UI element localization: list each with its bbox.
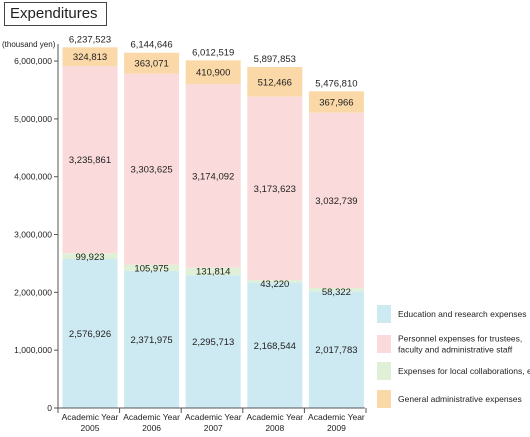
data-label: 3,032,739 (315, 196, 357, 207)
bar-segment (62, 47, 118, 67)
bar-segment (185, 84, 241, 268)
data-label: 2,295,713 (192, 337, 234, 348)
legend-swatch (377, 305, 391, 323)
data-label: 324,813 (73, 52, 107, 63)
legend-label: Expenses for local collaborations, etc. (398, 366, 530, 376)
y-tick-label: 0 (47, 403, 52, 413)
x-tick-label: 2008 (265, 423, 284, 433)
bar-segment (308, 291, 364, 408)
bar-segment (185, 60, 241, 85)
bar-segment (62, 66, 118, 254)
x-tick-label: Academic Year (123, 412, 180, 422)
bar-segment (124, 52, 180, 74)
x-tick-label: 2009 (327, 423, 346, 433)
x-tick-label: 2005 (81, 423, 100, 433)
data-label: 43,220 (260, 279, 289, 290)
x-tick-label: 2006 (142, 423, 161, 433)
data-label: 3,303,625 (130, 165, 172, 176)
y-tick-label: 2,000,000 (14, 287, 52, 297)
total-label: 6,144,646 (130, 40, 172, 51)
data-label: 2,576,926 (69, 329, 111, 340)
bar-segment (308, 112, 364, 288)
bar-segment (185, 267, 241, 276)
y-axis-unit-label: (thousand yen) (2, 40, 56, 49)
data-label: 3,235,861 (69, 155, 111, 166)
bar-segment (62, 258, 118, 408)
legend-label: faculty and administrative staff (398, 345, 513, 355)
data-label: 99,923 (75, 252, 104, 263)
bar-segment (308, 91, 364, 113)
legend-swatch (377, 362, 391, 380)
x-tick-label: Academic Year (308, 412, 365, 422)
data-label: 367,966 (319, 97, 353, 108)
y-tick-label: 5,000,000 (14, 114, 52, 124)
data-label: 410,900 (196, 68, 230, 79)
data-label: 58,322 (322, 287, 351, 298)
x-tick-label: 2007 (204, 423, 223, 433)
legend-label: General administrative expenses (398, 394, 522, 404)
bar-segment (62, 253, 118, 259)
data-label: 105,975 (134, 264, 168, 275)
x-tick-label: Academic Year (62, 412, 119, 422)
bar-segment (124, 264, 180, 271)
data-label: 131,814 (196, 267, 230, 278)
x-tick-label: Academic Year (185, 412, 242, 422)
bar-segment (124, 73, 180, 265)
chart-title: Expenditures (4, 2, 107, 26)
legend-swatch (377, 390, 391, 408)
legend-label: Education and research expenses (398, 309, 527, 319)
bar-segment (185, 275, 241, 408)
bar-segment (124, 270, 180, 408)
data-label: 3,173,623 (254, 184, 296, 195)
y-tick-label: 1,000,000 (14, 345, 52, 355)
data-label: 2,017,783 (315, 345, 357, 356)
data-label: 2,371,975 (130, 335, 172, 346)
bar-segment (247, 96, 303, 281)
bar-segment (247, 66, 303, 97)
data-label: 2,168,544 (254, 341, 296, 352)
y-tick-label: 6,000,000 (14, 56, 52, 66)
y-tick-label: 3,000,000 (14, 230, 52, 240)
bar-segment (308, 287, 364, 292)
x-tick-label: Academic Year (246, 412, 303, 422)
data-label: 512,466 (258, 77, 292, 88)
total-label: 6,012,519 (192, 47, 234, 58)
legend-label: Personnel expenses for trustees, (398, 334, 522, 344)
total-label: 5,897,853 (254, 54, 296, 65)
bar-segment (247, 280, 303, 283)
total-label: 6,237,523 (69, 34, 111, 45)
y-tick-label: 4,000,000 (14, 172, 52, 182)
data-label: 363,071 (134, 59, 168, 70)
total-label: 5,476,810 (315, 78, 357, 89)
bar-segment (247, 282, 303, 408)
data-label: 3,174,092 (192, 171, 234, 182)
legend-swatch (377, 335, 391, 353)
